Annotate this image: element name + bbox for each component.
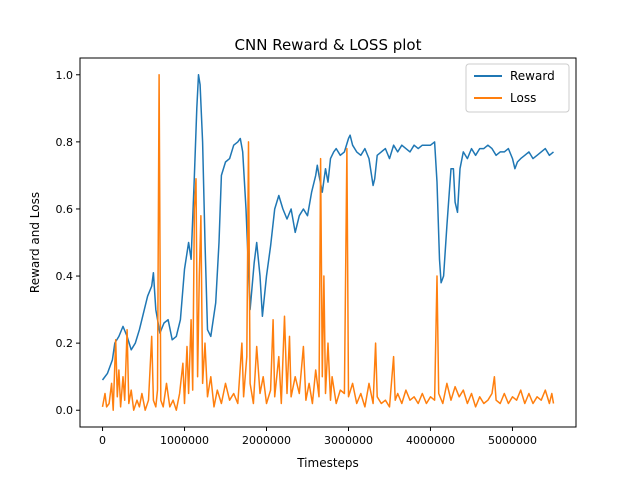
x-tick-label: 3000000 bbox=[324, 434, 373, 447]
y-tick-label: 0.4 bbox=[56, 270, 74, 283]
series-line-reward bbox=[101, 74, 554, 381]
y-tick-label: 1.0 bbox=[56, 69, 74, 82]
y-tick-label: 0.8 bbox=[56, 136, 74, 149]
x-tick-label: 2000000 bbox=[242, 434, 291, 447]
x-tick-label: 4000000 bbox=[406, 434, 455, 447]
axis-ticks: 0 1000000 2000000 3000000 4000000 5000000 0.0 0… bbox=[56, 69, 537, 447]
x-tick-label: 5000000 bbox=[488, 434, 537, 447]
y-tick-label: 0.2 bbox=[56, 337, 74, 350]
x-axis-label: Timesteps bbox=[296, 456, 359, 470]
legend-label-loss: Loss bbox=[510, 91, 536, 105]
x-tick-label: 1000000 bbox=[160, 434, 209, 447]
series-line-loss bbox=[101, 74, 555, 411]
plot-area bbox=[101, 74, 555, 411]
y-tick-label: 0.0 bbox=[56, 404, 74, 417]
y-tick-label: 0.6 bbox=[56, 203, 74, 216]
x-tick-label: 0 bbox=[99, 434, 106, 447]
plot-frame bbox=[79, 57, 577, 428]
legend: Reward Loss bbox=[465, 63, 570, 113]
legend-label-reward: Reward bbox=[510, 69, 555, 83]
chart-title: CNN Reward & LOSS plot bbox=[235, 36, 422, 54]
y-axis-label: Reward and Loss bbox=[28, 192, 42, 293]
